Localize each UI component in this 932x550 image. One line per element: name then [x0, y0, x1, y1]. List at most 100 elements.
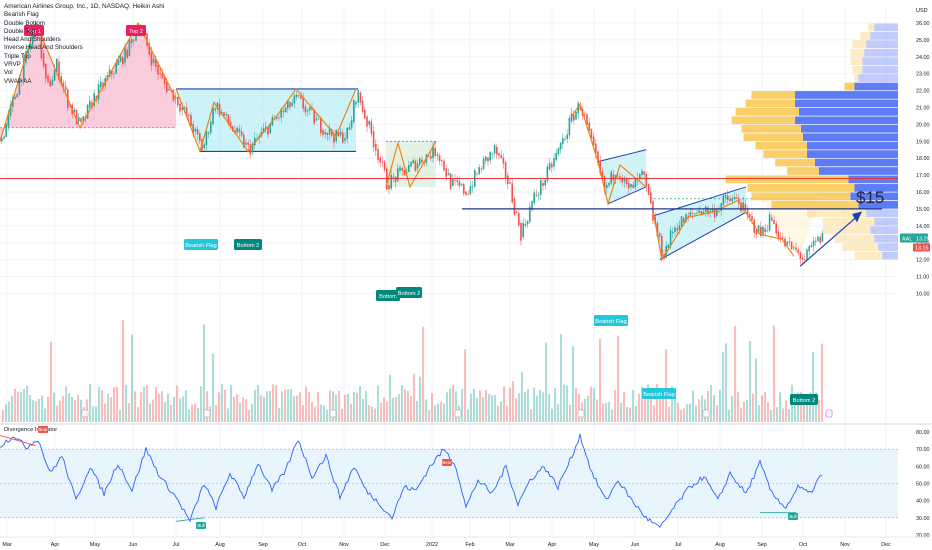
candle-body	[729, 199, 731, 202]
price-tick: 20.00	[916, 122, 930, 128]
volume-bar	[653, 405, 656, 422]
earnings-marker	[702, 409, 710, 418]
volume-bar	[557, 404, 560, 422]
last-price-badge-bg	[900, 233, 928, 243]
price-tick: 18.00	[916, 156, 930, 162]
candle-body	[771, 217, 773, 221]
volume-bar	[347, 393, 350, 422]
candle-body	[768, 214, 771, 231]
volume-bar	[182, 396, 185, 422]
time-tick: Feb	[465, 542, 474, 548]
prev-price-badge-bg	[913, 243, 930, 252]
may-flag-bottom	[607, 186, 647, 205]
oscillator-tick: 40.00	[916, 499, 930, 505]
volume-bar	[812, 352, 815, 422]
candle-body	[531, 201, 533, 210]
volume-bar	[746, 399, 749, 422]
last-price-badge: 13.25	[916, 236, 930, 242]
volume-bar	[821, 343, 824, 422]
candle-body	[672, 231, 674, 234]
candle-body	[381, 161, 384, 163]
candle-body	[430, 155, 432, 159]
candle-body	[614, 175, 617, 180]
volume-bar	[485, 389, 488, 422]
vrvp-up-bar	[862, 57, 898, 65]
price-tick: 21.00	[916, 106, 930, 112]
legend-inverse-head-and-shoulders[interactable]: Inverse Head And Shoulders	[4, 44, 83, 52]
bearish-flag-label-3: Bearish Flag	[643, 392, 674, 398]
volume-bar	[92, 406, 95, 422]
candle-body	[108, 69, 111, 77]
time-tick: Jul	[173, 542, 180, 548]
candle-body	[702, 211, 705, 214]
volume-bar	[770, 409, 773, 422]
candle-body	[555, 152, 557, 160]
candle-body	[788, 241, 791, 243]
legend-vol[interactable]: Vol	[4, 69, 13, 77]
price-tick: 15.00	[916, 207, 930, 213]
candle-body	[78, 117, 80, 122]
candle-body	[408, 165, 410, 172]
legend-double-top[interactable]: Double Top	[4, 27, 36, 35]
legend-double-bottom[interactable]: Double Bottom	[4, 19, 45, 27]
vrvp-up-bar	[806, 150, 898, 158]
candle-body	[639, 174, 641, 179]
volume-bar	[773, 325, 776, 422]
candle-body	[172, 89, 175, 102]
candle-body	[700, 210, 703, 215]
candle-body	[348, 127, 351, 130]
volume-bar	[95, 406, 98, 422]
bull-divergence-line-1	[175, 517, 205, 522]
candle-body	[779, 237, 782, 239]
volume-bar	[350, 403, 353, 422]
candle-body	[643, 171, 645, 175]
volume-bar	[665, 349, 668, 422]
volume-bar	[734, 325, 737, 422]
price-tick: 12.00	[916, 258, 930, 264]
candle-body	[73, 109, 76, 113]
vrvp-up-bar	[858, 74, 898, 82]
candle-body	[515, 211, 518, 214]
bull-marker-2: Bull	[789, 514, 796, 519]
candle-body	[14, 96, 16, 100]
bull-marker-1: Bull	[197, 523, 204, 528]
earnings-marker	[577, 409, 585, 418]
volume-bar	[494, 395, 497, 422]
volume-bar	[593, 388, 596, 422]
volume-bar	[749, 340, 752, 422]
volume-bar	[794, 393, 797, 422]
candle-body	[60, 76, 62, 84]
candle-body	[7, 113, 10, 127]
candle-body	[102, 82, 104, 88]
legend-vwap[interactable]: VWAP AA	[4, 77, 32, 85]
candle-body	[324, 132, 326, 135]
legend-head-and-shoulders[interactable]: Head And Shoulders	[4, 36, 61, 44]
volume-bar	[809, 392, 812, 422]
legend-vrvp[interactable]: VRVP	[4, 61, 21, 69]
may-flag-top	[597, 149, 647, 163]
candle-body	[27, 48, 29, 54]
candle-body	[452, 178, 454, 186]
volume-bar	[596, 399, 599, 422]
volume-bar	[818, 399, 821, 422]
candle-body	[601, 170, 604, 178]
price-tick: 26.00	[916, 21, 930, 27]
vrvp-down-bar	[850, 48, 865, 57]
candle-body	[674, 227, 676, 233]
volume-bar	[131, 334, 134, 422]
volume-bar	[332, 391, 335, 422]
candle-body	[650, 192, 652, 204]
vrvp-down-bar	[725, 175, 849, 184]
volume-bar	[362, 398, 365, 422]
time-tick: Nov	[840, 542, 850, 548]
volume-bar	[680, 409, 683, 422]
candle-body	[1, 137, 3, 142]
volume-bar	[476, 398, 479, 422]
legend-triple-top[interactable]: Triple Top	[4, 52, 31, 60]
candle-body	[436, 154, 439, 156]
candle-body	[669, 230, 672, 246]
volume-bar	[548, 394, 551, 422]
vrvp-up-bar	[870, 31, 898, 40]
legend-bearish-flag[interactable]: Bearish Flag	[4, 11, 39, 19]
